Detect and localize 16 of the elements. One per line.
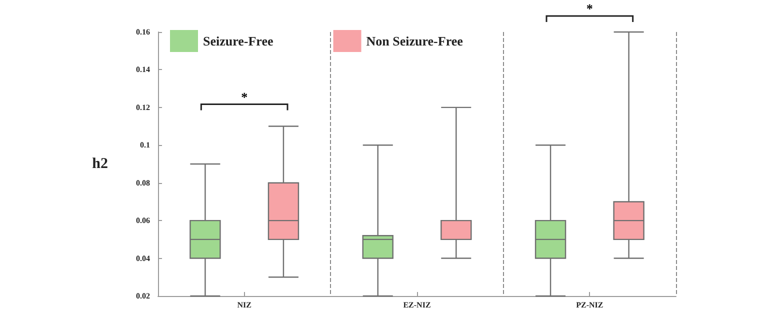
- y-axis-title: h2: [92, 156, 108, 172]
- x-tick-label: PZ-NIZ: [576, 300, 604, 310]
- x-tick-label: NIZ: [237, 300, 252, 310]
- y-tick-label: 0.1: [140, 140, 150, 150]
- y-tick-label: 0.08: [136, 178, 150, 188]
- y-tick-label: 0.14: [136, 65, 150, 74]
- y-tick-label: 0.06: [136, 216, 150, 226]
- legend-label: Seizure-Free: [203, 34, 274, 48]
- y-tick-label: 0.16: [136, 28, 150, 36]
- y-tick-label: 0.12: [136, 102, 150, 112]
- annotation: *: [241, 89, 248, 104]
- x-tick-label: EZ-NIZ: [403, 300, 431, 310]
- legend-label: Non Seizure-Free: [366, 34, 464, 48]
- text: *: [586, 1, 593, 16]
- y-tick-label: 0.04: [136, 254, 150, 263]
- y-tick-label: 0.02: [136, 292, 150, 300]
